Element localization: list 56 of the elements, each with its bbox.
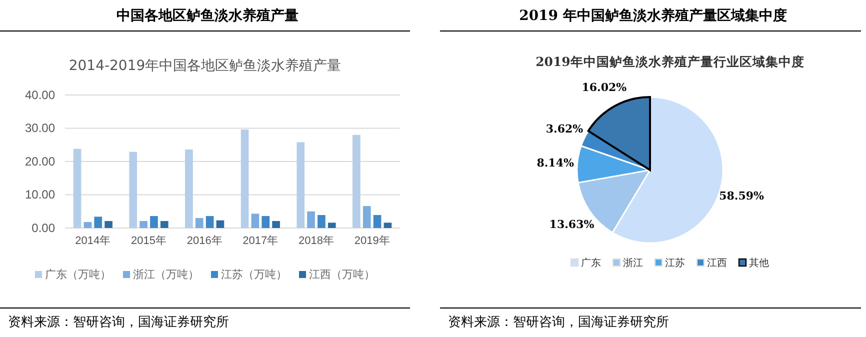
legend-label: 江苏（万吨） [221,268,287,281]
bar [140,221,148,228]
chart-subtitle: 2014-2019年中国各地区鲈鱼淡水养殖产量 [68,58,342,74]
bar [195,218,204,228]
legend-label: 江西 [707,257,727,269]
legend-label: 江苏 [665,257,685,269]
bar [185,150,193,228]
text: 资料来源：智研咨询，国海证券研究所 [448,315,669,330]
x-tick-label: 2015年 [131,234,166,247]
x-tick-label: 2014年 [75,234,111,247]
bar [150,216,158,228]
y-tick-label: 40.00 [24,88,56,102]
data-label: 8.14% [536,156,574,170]
legend-label: 浙江（万吨） [133,268,199,281]
y-tick-label: 0.00 [32,220,56,235]
bar [160,221,168,228]
x-tick-label: 2017年 [242,234,278,247]
chart-title: 中国各地区鲈鱼淡水养殖产量 [116,7,298,24]
y-tick-label: 10.00 [24,188,56,202]
x-tick-label: 2018年 [298,234,334,247]
bar [104,221,112,228]
y-tick-label: 20.00 [24,154,56,168]
chart-title: 2019 年中国鲈鱼淡水养殖产量区域集中度 [519,7,787,24]
bar [262,216,270,228]
bar [352,134,360,228]
legend-label: 江西（万吨） [309,268,375,281]
bar [84,222,92,228]
bar [328,222,336,228]
pie-slice [587,96,651,171]
y-tick-label: 30.00 [24,121,56,136]
chart-subtitle: 2019年中国鲈鱼淡水养殖产量行业区域集中度 [536,54,804,69]
bar [272,221,280,228]
bar [362,206,371,228]
bar [384,222,392,228]
bar [251,214,260,228]
data-label: 13.63% [549,218,595,231]
data-label: 16.02% [582,80,628,94]
bar [318,215,326,228]
text: 资料来源：智研咨询，国海证券研究所 [8,315,229,330]
legend-label: 广东 [581,257,601,269]
x-tick-label: 2019年 [354,234,390,247]
bar [206,216,214,228]
legend-label: 广东（万吨） [45,268,111,281]
bar [373,215,382,228]
legend-label: 浙江 [623,257,643,269]
bar [129,152,138,228]
bar [73,148,82,228]
bar [240,130,249,228]
bar [216,220,224,228]
x-tick-label: 2016年 [186,234,222,247]
data-label: 58.59% [719,189,765,202]
legend-label: 其他 [749,257,769,269]
data-label: 3.62% [546,122,584,136]
bar [307,211,315,228]
bar [94,216,102,228]
bar [296,142,305,228]
